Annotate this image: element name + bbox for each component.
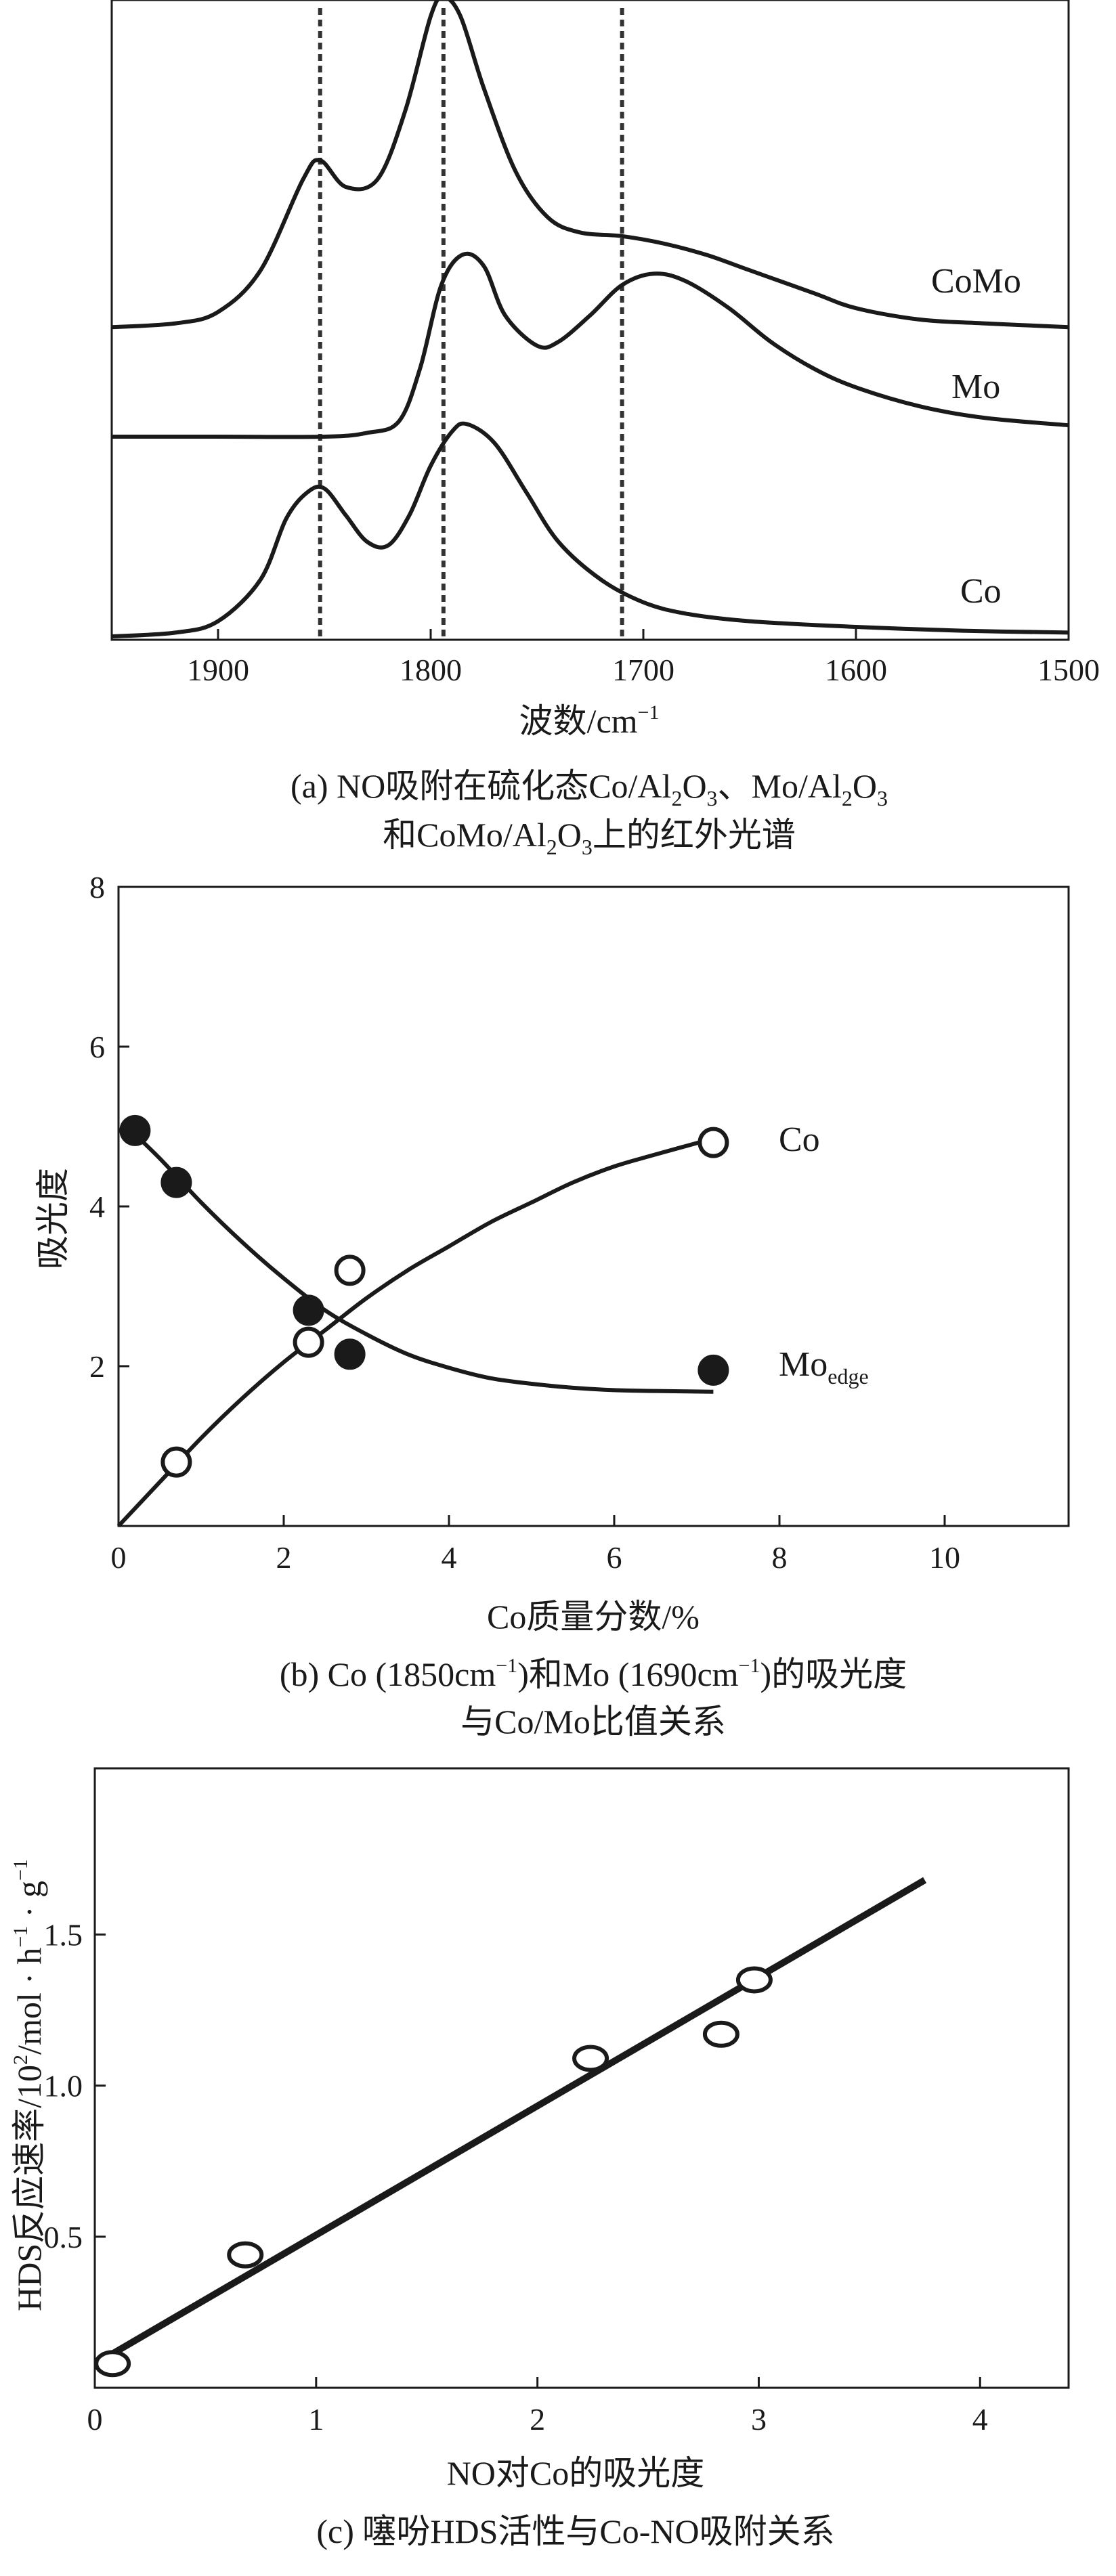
x-tick-label-a-1500: 1500 bbox=[1037, 653, 1100, 687]
panel-c-hds-activity: 0 1 2 3 4 0.5 1.0 1.5 HDS反应速率/102/mol · h−1 · g… bbox=[9, 1767, 1070, 2550]
panel-b-absorbance: 0 2 4 6 8 10 2 4 6 8 Co Moedge 吸光度 Co质量分数/% (b) C… bbox=[34, 870, 1070, 1741]
panel-b-frame bbox=[117, 886, 1070, 1527]
caption-a-line2: 和CoMo/Al2O3上的红外光谱 bbox=[383, 816, 796, 859]
x-tick-label-c-1: 1 bbox=[308, 2402, 324, 2437]
series-label-co: Co bbox=[779, 1120, 820, 1159]
x-axis-title-b: Co质量分数/% bbox=[487, 1598, 700, 1636]
y-tick-label-c-0.5: 0.5 bbox=[44, 2220, 83, 2254]
point-moedge-5 bbox=[698, 1354, 729, 1386]
point-co-4 bbox=[698, 1127, 729, 1158]
x-tick-label-c-2: 2 bbox=[530, 2402, 545, 2437]
y-tick-label-c-1.5: 1.5 bbox=[44, 1917, 83, 1952]
series-label-moedge: Moedge bbox=[779, 1345, 869, 1389]
x-tick-label-b-2: 2 bbox=[276, 1540, 292, 1575]
x-tick-label-a-1700: 1700 bbox=[612, 653, 674, 687]
y-tick-label-b-2: 2 bbox=[89, 1349, 105, 1384]
x-tick-label-b-8: 8 bbox=[772, 1540, 788, 1575]
curve-label-mo: Mo bbox=[951, 368, 1000, 406]
point-moedge-4 bbox=[334, 1338, 366, 1370]
fit-line-c bbox=[104, 1877, 927, 2361]
point-moedge-2 bbox=[160, 1166, 192, 1198]
fit-curve-moedge bbox=[125, 1125, 714, 1394]
y-axis-title-b: 吸光度 bbox=[34, 1168, 72, 1269]
point-c-1 bbox=[94, 2350, 131, 2378]
x-tick-label-b-6: 6 bbox=[607, 1540, 622, 1575]
panel-c-frame bbox=[93, 1767, 1070, 2389]
x-tick-label-a-1800: 1800 bbox=[400, 653, 462, 687]
y-tick-label-b-8: 8 bbox=[89, 870, 105, 904]
point-co-1 bbox=[160, 1446, 192, 1478]
y-axis-title-c: HDS反应速率/102/mol · h−1 · g−1 bbox=[9, 1859, 48, 2311]
x-tick-label-a-1900: 1900 bbox=[187, 653, 249, 687]
x-tick-label-b-10: 10 bbox=[929, 1540, 960, 1575]
panel-a-ir-spectra: 1900 1800 1700 1600 1500 CoMo Mo Co 波数/cm−1 … bbox=[110, 0, 1100, 859]
x-tick-label-b-0: 0 bbox=[111, 1540, 127, 1575]
y-tick-label-b-4: 4 bbox=[89, 1189, 105, 1224]
point-c-5 bbox=[735, 1966, 773, 1994]
caption-b-line2: 与Co/Mo比值关系 bbox=[460, 1703, 726, 1741]
x-tick-label-c-3: 3 bbox=[751, 2402, 767, 2437]
curve-label-como: CoMo bbox=[931, 262, 1021, 301]
x-axis-title-a: 波数/cm−1 bbox=[519, 701, 660, 740]
spectrum-co bbox=[111, 421, 1069, 638]
y-tick-label-c-1.0: 1.0 bbox=[44, 2069, 83, 2103]
fit-curve-co bbox=[116, 1136, 714, 1528]
caption-c: (c) 噻吩HDS活性与Co-NO吸附关系 bbox=[316, 2512, 834, 2550]
spectrum-como bbox=[111, 0, 1069, 330]
panel-a-frame bbox=[110, 0, 1070, 641]
x-tick-label-b-4: 4 bbox=[442, 1540, 457, 1575]
x-tick-label-c-0: 0 bbox=[87, 2402, 103, 2437]
curve-label-co: Co bbox=[960, 572, 1002, 611]
y-tick-label-b-6: 6 bbox=[89, 1030, 105, 1064]
spectrum-mo bbox=[112, 251, 1069, 439]
point-moedge-3 bbox=[293, 1294, 324, 1326]
point-c-2 bbox=[227, 2241, 264, 2269]
point-co-2 bbox=[293, 1326, 324, 1358]
point-moedge-1 bbox=[119, 1114, 151, 1146]
point-c-3 bbox=[572, 2045, 609, 2072]
caption-a-line1: (a) NO吸附在硫化态Co/Al2O3、Mo/Al2O3 bbox=[291, 767, 888, 810]
x-tick-label-c-4: 4 bbox=[972, 2402, 988, 2437]
point-c-4 bbox=[702, 2020, 739, 2048]
x-axis-title-c: NO对Co的吸光度 bbox=[447, 2454, 705, 2492]
x-tick-label-a-1600: 1600 bbox=[825, 653, 887, 687]
caption-b-line1: (b) Co (1850cm−1)和Mo (1690cm−1)的吸光度 bbox=[280, 1655, 907, 1693]
point-co-3 bbox=[334, 1254, 366, 1286]
